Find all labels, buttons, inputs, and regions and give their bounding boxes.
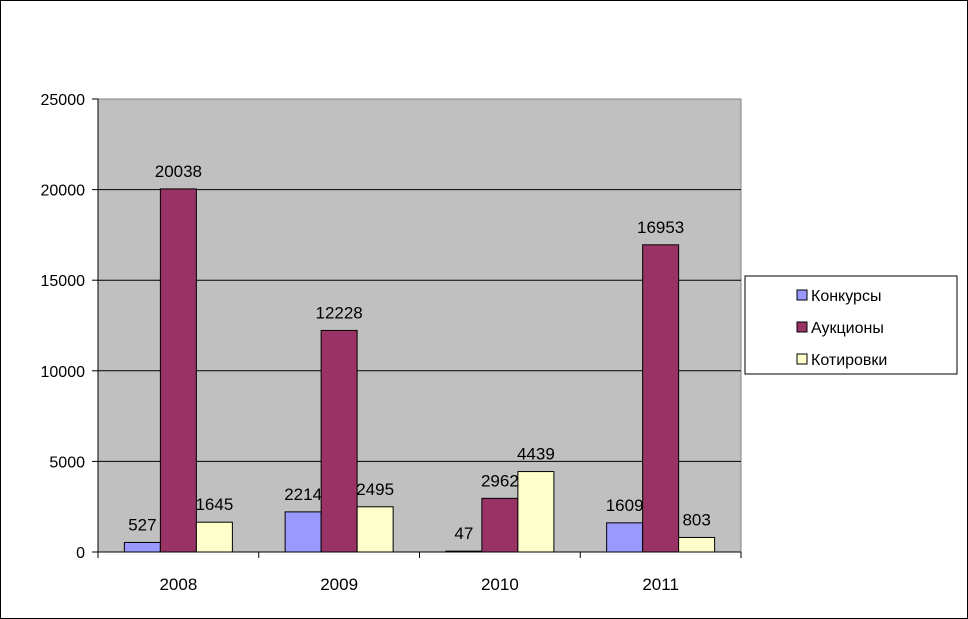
y-tick-label: 20000 xyxy=(41,183,86,200)
bar-Аукционы-2008 xyxy=(159,188,197,553)
data-label: 2962 xyxy=(481,471,519,490)
data-label: 12228 xyxy=(315,303,362,322)
legend-label: Конкурсы xyxy=(811,288,881,305)
data-label: 527 xyxy=(128,515,156,534)
bar-Конкурсы-2009 xyxy=(284,511,322,553)
y-tick-label: 15000 xyxy=(41,273,86,290)
data-label: 20038 xyxy=(155,162,202,181)
data-label: 2214 xyxy=(284,485,322,504)
bar-Аукционы-2011 xyxy=(642,244,680,553)
x-category-label: 2010 xyxy=(481,575,519,594)
bar-Конкурсы-2008 xyxy=(123,541,161,553)
data-label: 1609 xyxy=(606,496,644,515)
data-label: 47 xyxy=(454,524,473,543)
bar-Котировки-2011 xyxy=(678,536,716,553)
plot-area xyxy=(97,98,742,553)
data-label: 803 xyxy=(682,510,710,529)
legend: Конкурсы Аукционы Котировки xyxy=(744,275,958,375)
bar-Котировки-2009 xyxy=(356,506,394,553)
bar-Аукционы-2010 xyxy=(481,497,519,553)
y-tick-label: 25000 xyxy=(41,92,86,109)
y-tick-label: 0 xyxy=(76,545,85,562)
x-category-label: 2009 xyxy=(320,575,358,594)
y-tick-label: 5000 xyxy=(49,454,85,471)
legend-swatch xyxy=(796,321,808,333)
bar-Аукционы-2009 xyxy=(320,329,358,553)
bars xyxy=(123,188,716,553)
x-category-label: 2011 xyxy=(642,575,679,594)
legend-box xyxy=(744,275,958,375)
bar-Конкурсы-2010 xyxy=(445,550,483,553)
legend-swatch xyxy=(796,289,808,301)
data-labels: 527 20038 1645 2214 12228 2495 47 2962 4439 1609 1… xyxy=(128,162,711,543)
bar-Конкурсы-2011 xyxy=(606,522,644,553)
data-label: 16953 xyxy=(637,218,684,237)
data-label: 1645 xyxy=(195,495,233,514)
x-category-label: 2008 xyxy=(159,575,197,594)
bar-Котировки-2010 xyxy=(517,471,555,553)
y-tick-label: 10000 xyxy=(41,364,86,381)
data-label: 4439 xyxy=(517,445,555,464)
legend-swatch xyxy=(796,353,808,365)
bar-Котировки-2008 xyxy=(195,521,233,553)
legend-label: Аукционы xyxy=(811,320,884,337)
axes: 0 5000 10000 15000 20000 25000 2008 2009 2010 201… xyxy=(41,92,742,594)
data-label: 2495 xyxy=(356,480,394,499)
legend-label: Котировки xyxy=(811,352,887,369)
gridlines xyxy=(98,189,741,462)
